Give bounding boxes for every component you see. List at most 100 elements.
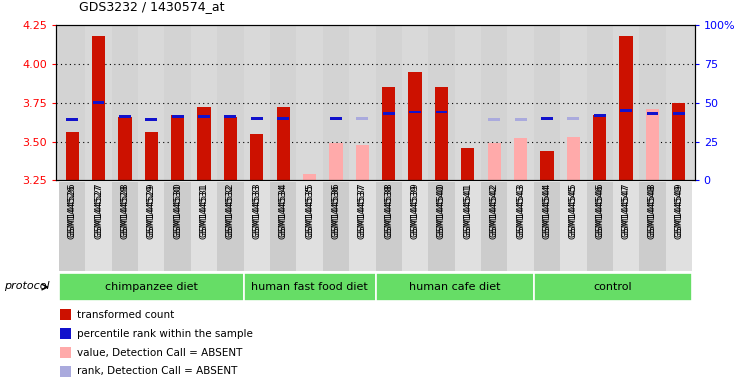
Text: protocol: protocol <box>5 281 50 291</box>
Text: GSM144548: GSM144548 <box>648 182 657 237</box>
Text: human cafe diet: human cafe diet <box>409 282 500 292</box>
Text: GSM144536: GSM144536 <box>331 182 340 237</box>
Text: GSM144527: GSM144527 <box>94 182 103 237</box>
Text: chimpanzee diet: chimpanzee diet <box>105 282 198 292</box>
Text: GSM144538: GSM144538 <box>385 184 394 239</box>
Bar <box>409 71 421 180</box>
Bar <box>303 174 316 180</box>
Text: GSM144548: GSM144548 <box>648 184 657 239</box>
Bar <box>191 25 217 180</box>
Bar <box>402 25 428 180</box>
Bar <box>86 25 112 180</box>
Text: human fast food diet: human fast food diet <box>251 282 368 292</box>
Bar <box>323 25 349 180</box>
Text: GSM144529: GSM144529 <box>146 182 155 237</box>
Text: GSM144535: GSM144535 <box>305 182 314 237</box>
Text: GSM144534: GSM144534 <box>279 184 288 239</box>
Bar <box>119 115 131 118</box>
Bar <box>59 309 71 320</box>
Text: GSM144540: GSM144540 <box>437 182 446 237</box>
Bar <box>59 273 243 301</box>
Bar <box>138 25 164 180</box>
Text: GSM144537: GSM144537 <box>357 182 366 237</box>
Bar <box>138 182 164 271</box>
Text: GSM144532: GSM144532 <box>226 184 235 239</box>
Bar <box>376 25 402 180</box>
Bar <box>250 134 264 180</box>
Bar <box>560 25 587 180</box>
Text: GSM144536: GSM144536 <box>331 184 340 239</box>
Text: GSM144526: GSM144526 <box>68 184 77 239</box>
Bar <box>613 182 639 271</box>
Bar <box>382 87 395 180</box>
Bar <box>164 25 191 180</box>
Text: GSM144537: GSM144537 <box>357 184 366 239</box>
Bar <box>243 25 270 180</box>
Bar <box>112 182 138 271</box>
Bar <box>349 25 376 180</box>
Bar <box>514 139 527 180</box>
Bar <box>560 182 587 271</box>
Bar <box>146 118 157 121</box>
Bar <box>297 182 323 271</box>
Bar <box>435 87 448 180</box>
Bar <box>436 111 448 113</box>
Bar <box>171 115 184 180</box>
Bar <box>59 25 86 180</box>
Text: GSM144542: GSM144542 <box>490 182 499 237</box>
Bar <box>481 25 508 180</box>
Text: GSM144533: GSM144533 <box>252 182 261 237</box>
Bar <box>225 115 237 118</box>
Bar <box>454 182 481 271</box>
Text: GSM144543: GSM144543 <box>516 184 525 239</box>
Bar <box>59 366 71 377</box>
Bar <box>164 182 191 271</box>
Text: GSM144529: GSM144529 <box>146 184 155 239</box>
Text: GSM144546: GSM144546 <box>596 182 605 237</box>
Bar <box>487 143 501 180</box>
Bar <box>65 132 79 180</box>
Bar <box>620 109 632 112</box>
Bar <box>647 112 659 115</box>
Bar <box>594 114 605 117</box>
Text: GSM144549: GSM144549 <box>674 182 683 237</box>
Bar <box>665 25 692 180</box>
Text: GSM144547: GSM144547 <box>622 182 631 237</box>
Bar <box>428 25 454 180</box>
Bar <box>587 25 613 180</box>
Bar <box>620 36 632 180</box>
Bar <box>59 328 71 339</box>
Text: GSM144538: GSM144538 <box>385 182 394 237</box>
Text: GSM144530: GSM144530 <box>173 184 182 239</box>
Text: GSM144547: GSM144547 <box>622 184 631 239</box>
Text: GSM144528: GSM144528 <box>120 182 129 237</box>
Text: percentile rank within the sample: percentile rank within the sample <box>77 329 252 339</box>
Bar <box>297 25 323 180</box>
Bar <box>270 182 297 271</box>
Bar <box>646 109 659 180</box>
Bar <box>357 117 368 120</box>
Bar <box>277 117 289 120</box>
Bar <box>508 182 534 271</box>
Bar <box>198 108 210 180</box>
Bar <box>665 182 692 271</box>
Bar <box>383 112 394 115</box>
Bar <box>86 182 112 271</box>
Bar <box>191 182 217 271</box>
Text: GSM144526: GSM144526 <box>68 182 77 237</box>
Text: transformed count: transformed count <box>77 310 174 320</box>
Bar <box>481 182 508 271</box>
Text: GSM144531: GSM144531 <box>200 184 209 239</box>
Text: rank, Detection Call = ABSENT: rank, Detection Call = ABSENT <box>77 366 237 376</box>
Bar <box>59 347 71 358</box>
Text: GSM144541: GSM144541 <box>463 182 472 237</box>
Bar <box>349 182 376 271</box>
Bar <box>541 117 553 120</box>
Bar <box>402 182 428 271</box>
Bar <box>224 117 237 180</box>
Text: GSM144542: GSM144542 <box>490 184 499 239</box>
Bar <box>330 143 342 180</box>
Text: GSM144539: GSM144539 <box>411 182 420 237</box>
Bar <box>593 115 606 180</box>
Bar <box>119 117 131 180</box>
